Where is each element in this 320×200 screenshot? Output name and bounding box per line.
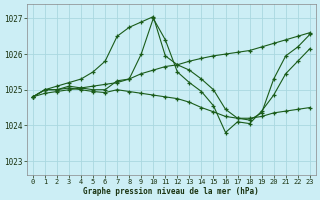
- X-axis label: Graphe pression niveau de la mer (hPa): Graphe pression niveau de la mer (hPa): [84, 187, 259, 196]
